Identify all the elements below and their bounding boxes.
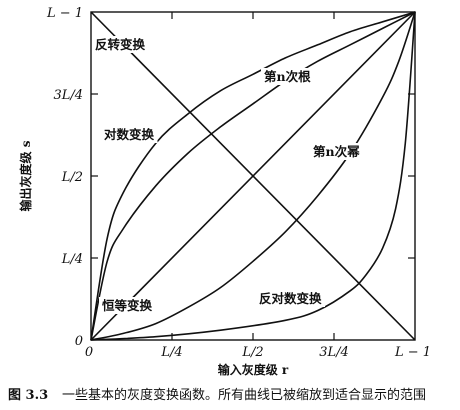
y-tick-label-1: L/4 <box>61 252 83 267</box>
nth-root-curve <box>90 11 416 341</box>
inverse-log-curve <box>90 11 416 341</box>
identity-curve <box>90 11 416 341</box>
x-tick-labels: 0 L/4 L/2 3L/4 L − 1 <box>85 345 431 360</box>
figure-number: 图 3.3 <box>8 388 48 403</box>
tick-marks <box>91 12 415 340</box>
y-tick-label-3: 3L/4 <box>53 88 83 103</box>
label-nth-power-bg <box>310 143 364 160</box>
label-nth-root-bg <box>261 68 315 85</box>
label-nth-power: 第n次幂 <box>313 144 360 159</box>
y-tick-label-4: L − 1 <box>46 6 83 21</box>
label-inverse-bg <box>92 36 149 53</box>
label-inverse: 反转变换 <box>95 37 146 52</box>
y-tick-label-2: L/2 <box>61 170 83 185</box>
x-tick-label-4: L − 1 <box>394 345 431 360</box>
label-nth-root: 第n次根 <box>264 69 311 84</box>
y-axis-title: 输出灰度级 s <box>18 140 33 211</box>
x-tick-label-1: L/4 <box>160 345 182 360</box>
label-log-bg <box>101 126 158 143</box>
label-log: 对数变换 <box>104 127 155 142</box>
x-tick-label-3: 3L/4 <box>319 345 349 360</box>
figure-caption: 一些基本的灰度变换函数。所有曲线已被缩放到适合显示的范围 <box>62 387 426 403</box>
x-tick-label-0: 0 <box>85 345 93 360</box>
x-axis-title: 输入灰度级 r <box>218 362 289 377</box>
log-curve <box>90 11 416 341</box>
label-inverse-log-bg <box>256 290 326 307</box>
y-tick-label-0: 0 <box>75 334 83 349</box>
nth-power-curve <box>90 11 416 341</box>
label-inverse-log: 反对数变换 <box>259 291 322 306</box>
y-tick-labels: 0 L/4 L/2 3L/4 L − 1 <box>46 6 83 349</box>
x-tick-label-2: L/2 <box>241 345 263 360</box>
label-identity-bg <box>99 297 156 314</box>
curves-layer <box>90 11 416 341</box>
label-identity: 恒等变换 <box>102 298 153 313</box>
